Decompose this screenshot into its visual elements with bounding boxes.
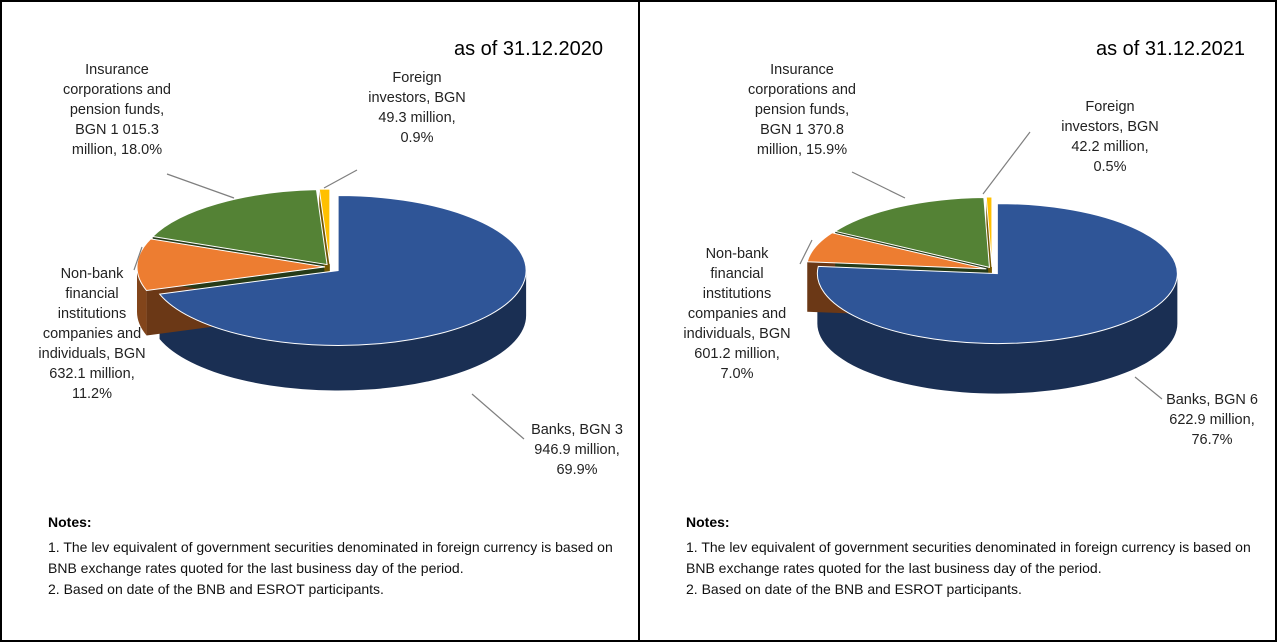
label-category: Non-bank financial institutions companie…	[683, 246, 791, 362]
leader-line	[851, 171, 906, 199]
note: 2. Based on date of the BNB and ESROT pa…	[686, 581, 1022, 597]
chart	[799, 131, 1178, 400]
slice	[158, 195, 527, 347]
label-category: Non-bank financial institutions companie…	[38, 266, 146, 382]
label-value: 11.2%	[71, 386, 113, 402]
label-category: Foreign investors, BGN 49.3 million,	[368, 70, 466, 126]
slice	[985, 196, 993, 268]
slice	[816, 203, 1178, 345]
label-category: Banks, BGN 6 622.9 million,	[1166, 392, 1258, 428]
label-value: 18.0%	[121, 142, 163, 158]
slice	[806, 232, 987, 270]
note: 1. The lev equivalent of government secu…	[48, 539, 613, 576]
note: 2. Based on date of the BNB and ESROT pa…	[48, 581, 384, 597]
label-value: 15.9%	[806, 142, 848, 158]
label-value: 7.0%	[720, 366, 754, 382]
tops	[136, 188, 527, 347]
leader-line	[1134, 376, 1163, 400]
label-value: 76.7%	[1191, 432, 1233, 448]
label-category: Foreign investors, BGN 42.2 million,	[1061, 99, 1159, 155]
notes-title: Notes:	[48, 514, 92, 530]
data-label: Insurance corporations and pension funds…	[57, 60, 177, 160]
data-label: Non-bank financial institutions companie…	[37, 264, 147, 404]
leader-line	[323, 169, 358, 189]
leader-line	[982, 131, 1031, 195]
chart	[133, 169, 527, 440]
chart-title: as of 31.12.2020	[454, 38, 604, 60]
slice	[151, 189, 328, 266]
data-label: Foreign investors, BGN 49.3 million, 0.9…	[367, 68, 467, 148]
tops	[806, 196, 1178, 345]
slice-side	[817, 273, 1178, 394]
label-value: 0.5%	[1093, 159, 1127, 175]
label-category: Banks, BGN 3 946.9 million,	[531, 422, 623, 458]
slice	[136, 238, 326, 292]
slice-side	[137, 266, 147, 336]
data-label: Non-bank financial institutions companie…	[677, 244, 797, 384]
slice-side	[159, 270, 527, 391]
label-category: Insurance corporations and pension funds…	[747, 62, 856, 158]
chart-panel: as of 31.12.2021 Banks, BGN 6 622.9 milli…	[638, 0, 1277, 642]
notes-title: Notes:	[686, 514, 730, 530]
data-label: Insurance corporations and pension funds…	[742, 60, 862, 160]
leader-line	[133, 246, 143, 271]
chart-title: as of 31.12.2021	[1096, 38, 1246, 60]
leader-line	[799, 239, 813, 265]
leader-line	[166, 173, 235, 199]
data-label: Banks, BGN 3 946.9 million, 69.9%	[515, 420, 639, 480]
label-value: 0.9%	[400, 130, 434, 146]
leader-line	[471, 393, 525, 440]
slice	[318, 188, 331, 265]
data-label: Foreign investors, BGN 42.2 million, 0.5…	[1055, 97, 1165, 177]
label-value: 69.9%	[556, 462, 598, 478]
slice	[833, 196, 991, 269]
data-label: Banks, BGN 6 622.9 million, 76.7%	[1162, 390, 1262, 450]
chart-panel: as of 31.12.2020 Banks, BGN 3 946.9 milli…	[0, 0, 640, 642]
note: 1. The lev equivalent of government secu…	[686, 539, 1251, 576]
label-category: Insurance corporations and pension funds…	[62, 62, 171, 158]
